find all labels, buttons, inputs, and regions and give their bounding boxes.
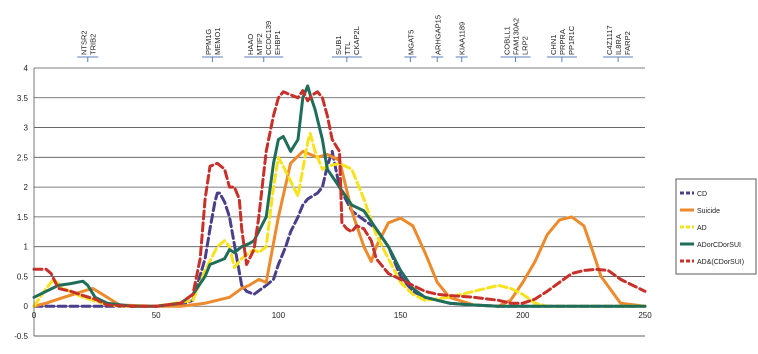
gene-markers: NTSR2 TRIB2 PPM1G MEMO1 HAAO MTIF2 CCDC139 EHBP… (77, 15, 634, 62)
legend-label: CD (697, 191, 707, 198)
x-tick-label: 100 (272, 311, 286, 320)
gene-label: CHN1 (549, 35, 558, 55)
series-line-ad (32, 132, 647, 308)
axes: -0.5 0 0.5 1 1.5 2 2.5 3 3.5 4 0 50 100 150 200 250 (14, 64, 652, 341)
gene-marker: NTSR2 TRIB2 (77, 30, 99, 62)
y-tick-label: 2 (24, 183, 29, 192)
y-tick-label: -0.5 (14, 332, 28, 341)
gene-label: MEMO1 (213, 27, 222, 55)
gene-label: CCDC139 (264, 21, 273, 55)
gene-label: PP1R1C (567, 25, 576, 55)
legend-item: AD (680, 225, 707, 232)
legend-item: ADorCDorSUI (680, 242, 741, 249)
gene-label: CKAP2L (352, 26, 361, 55)
legend-item: Suicide (680, 208, 720, 215)
gene-label: IL8RA (614, 34, 623, 55)
x-tick-label: 0 (32, 311, 37, 320)
gene-label: KIAA1189 (458, 22, 467, 55)
gene-marker: SUB1 TTL CKAP2L (331, 26, 362, 62)
gene-label: MGAT5 (406, 30, 415, 55)
gene-label: ARHGAP15 (433, 15, 442, 55)
legend-item: AD&(CDorSUI) (680, 259, 744, 266)
y-tick-label: 0.5 (17, 272, 29, 281)
y-tick-label: 1.5 (17, 213, 29, 222)
gene-label: PRPRA (558, 29, 567, 55)
legend-label: AD (697, 225, 707, 232)
y-tick-label: 1 (24, 243, 29, 252)
gene-marker: MGAT5 (404, 30, 417, 62)
gene-marker: CHN1 PRPRA PP1R1C (546, 25, 577, 62)
gene-label: LRP2 (520, 36, 529, 55)
y-tick-label: 3 (24, 124, 29, 133)
gene-marker: HAAO MTIF2 CCDC139 EHBP1 (244, 21, 284, 62)
gene-label: MTIF2 (255, 33, 264, 55)
gene-label: NTSR2 (79, 30, 88, 55)
x-tick-label: 50 (152, 311, 161, 320)
gene-marker: ARHGAP15 (431, 15, 444, 62)
gene-marker: C4Z1117 IL8RA FARP2 (603, 25, 634, 62)
legend-label: AD&(CDorSUI) (697, 259, 744, 266)
legend-label: Suicide (697, 208, 720, 215)
legend-item: CD (680, 191, 707, 198)
gene-label: FARP2 (623, 31, 632, 55)
gene-label: FAM130A2 (511, 18, 520, 55)
x-tick-label: 250 (638, 311, 652, 320)
gene-marker: PPM1G MEMO1 (201, 27, 223, 62)
gene-label: EHBP1 (273, 30, 282, 55)
series-layer (32, 84, 647, 308)
gene-marker: KIAA1189 (455, 22, 468, 62)
gene-label: C4Z1117 (605, 25, 614, 55)
y-tick-label: 2.5 (17, 153, 29, 162)
legend: CD Suicide AD ADorCDorSUI AD&(CDorSUI) (675, 178, 757, 275)
legend-label: ADorCDorSUI (697, 242, 741, 249)
gene-marker: COBLL1 FAM130A2 LRP2 (500, 18, 531, 62)
y-tick-label: 3.5 (17, 94, 29, 103)
gene-label: TTL (343, 42, 352, 55)
gene-label: COBLL1 (502, 26, 511, 55)
y-tick-label: 4 (24, 64, 29, 73)
x-tick-label: 200 (516, 311, 530, 320)
gene-label: HAAO (246, 34, 255, 55)
gene-label: SUB1 (334, 35, 343, 55)
x-tick-label: 150 (394, 311, 408, 320)
series-line-ad-cdorsui- (32, 89, 647, 308)
gene-label: TRIB2 (88, 34, 97, 55)
y-tick-label: 0 (24, 302, 29, 311)
gene-label: PPM1G (204, 29, 213, 55)
